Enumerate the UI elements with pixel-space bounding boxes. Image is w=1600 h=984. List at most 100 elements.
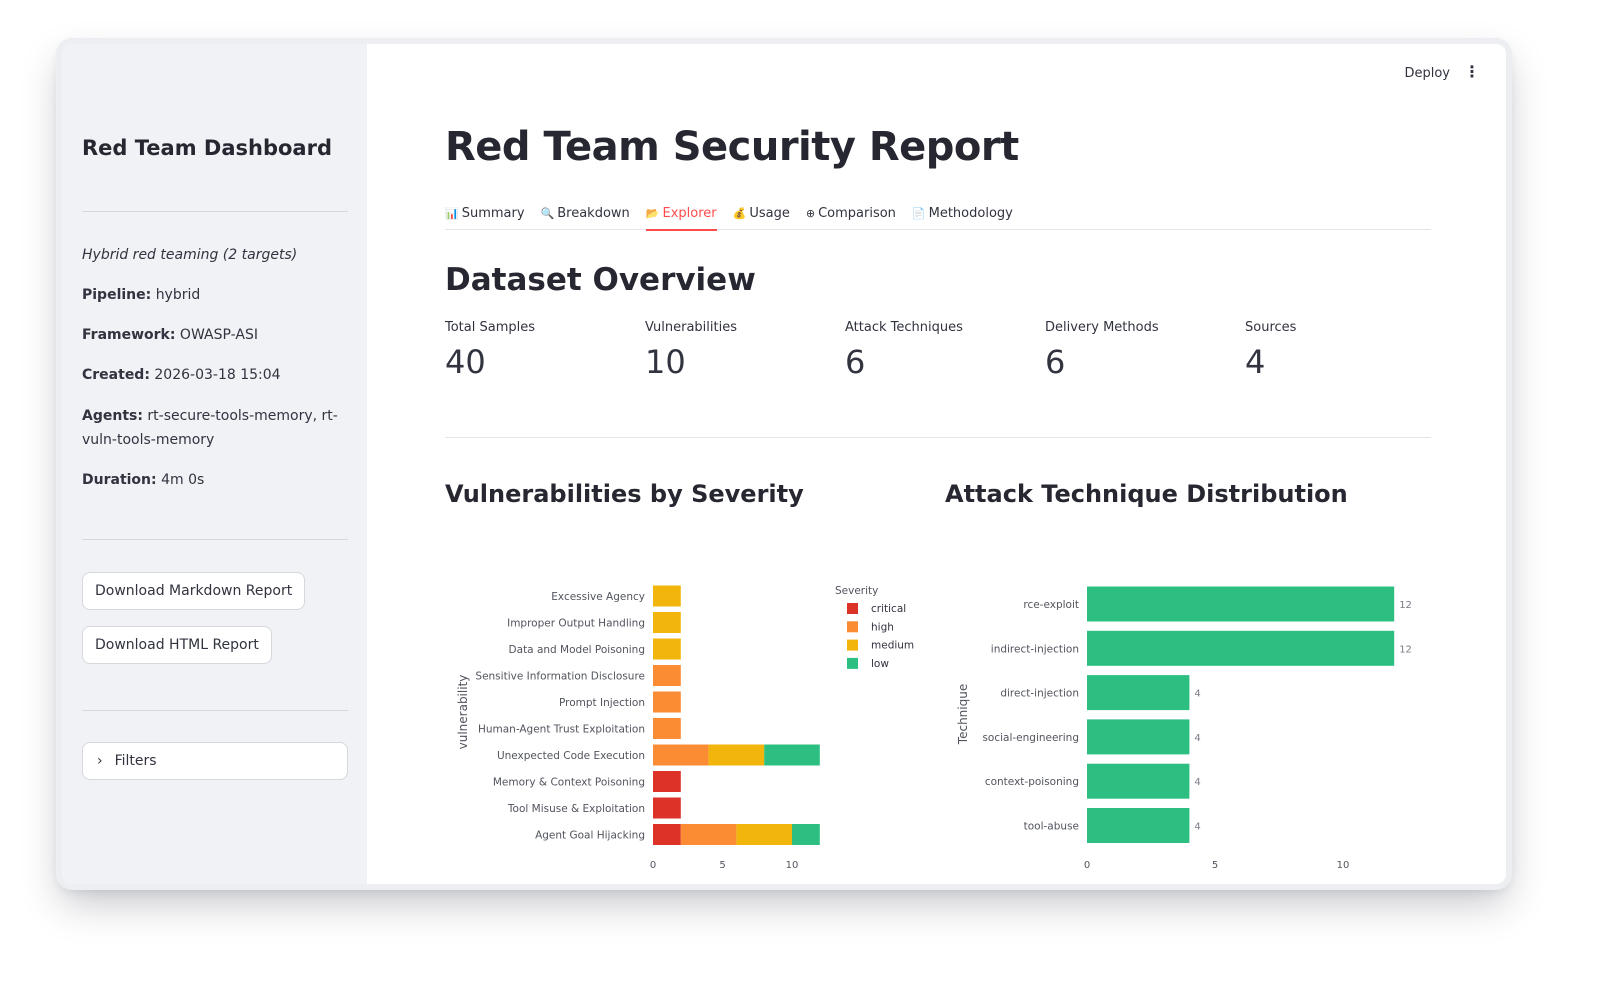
- y-tick-label: Memory & Context Poisoning: [493, 777, 645, 789]
- bar-medium: [653, 612, 681, 633]
- tab-label: Methodology: [928, 205, 1013, 221]
- y-tick-label: Prompt Injection: [559, 697, 645, 709]
- bar-value-label: 4: [1194, 822, 1200, 833]
- bar-context-poisoning: [1087, 763, 1190, 799]
- legend-swatch-low: [847, 657, 858, 669]
- field-label: Duration:: [82, 472, 157, 488]
- field-label: Created:: [82, 367, 150, 383]
- severity-chart-title: Vulnerabilities by Severity: [445, 480, 804, 508]
- y-tick-label: Tool Misuse & Exploitation: [507, 803, 645, 815]
- bar-high: [653, 665, 681, 686]
- app-window: Red Team Dashboard Hybrid red teaming (2…: [62, 44, 1506, 884]
- bar-high: [653, 744, 709, 766]
- bar-low: [792, 824, 820, 845]
- field-label: Agents:: [82, 408, 143, 424]
- download-markdown-button[interactable]: Download Markdown Report: [82, 572, 306, 610]
- metric-label: Attack Techniques: [845, 320, 963, 335]
- sidebar-subtitle: Hybrid red teaming (2 targets): [82, 247, 298, 263]
- filters-label: Filters: [114, 753, 157, 769]
- y-tick-label: Unexpected Code Execution: [497, 750, 645, 762]
- bar-direct-injection: [1087, 675, 1190, 711]
- section-title: Dataset Overview: [445, 262, 756, 298]
- x-tick-label: 10: [1337, 860, 1350, 871]
- x-tick-label: 5: [1212, 860, 1218, 871]
- field-value: OWASP-ASI: [179, 327, 258, 343]
- bar-low: [764, 744, 820, 766]
- document-icon: 📄: [911, 206, 926, 220]
- sidebar-field-created: Created: 2026-03-18 15:04: [82, 363, 352, 387]
- severity-chart: Excessive Agency Improper Output Handling…: [456, 585, 914, 884]
- sidebar-field-agents: Agents: rt-secure-tools-memory, rt-vuln-…: [82, 404, 352, 452]
- metric-sources: Sources 4: [1245, 320, 1445, 381]
- metric-value: 10: [645, 343, 686, 381]
- legend-title: Severity: [835, 585, 878, 597]
- metric-value: 4: [1245, 343, 1266, 381]
- bar-value-label: 12: [1399, 600, 1412, 611]
- y-tick-label: Agent Goal Hijacking: [535, 830, 645, 842]
- metric-vulnerabilities: Vulnerabilities 10: [645, 320, 845, 381]
- magnifier-icon: 🔍: [540, 206, 555, 220]
- metric-attack-techniques: Attack Techniques 6: [845, 320, 1045, 381]
- bar-value-label: 12: [1399, 644, 1412, 655]
- bar-high: [680, 824, 737, 845]
- y-tick-label: social-engineering: [982, 732, 1079, 744]
- x-tick-label: 0: [1084, 860, 1090, 871]
- tab-label: Comparison: [818, 205, 896, 221]
- sidebar-divider: [82, 539, 348, 540]
- legend-label-medium: medium: [871, 640, 914, 652]
- folder-icon: 📂: [645, 206, 660, 220]
- metric-value: 40: [445, 343, 486, 381]
- more-vertical-icon[interactable]: ⋮: [1464, 62, 1480, 81]
- tab-methodology[interactable]: 📄 Methodology: [912, 196, 1013, 230]
- sidebar-title: Red Team Dashboard: [82, 136, 332, 160]
- sidebar: Red Team Dashboard Hybrid red teaming (2…: [62, 44, 367, 884]
- legend-swatch-critical: [847, 603, 858, 614]
- deploy-button[interactable]: Deploy: [1404, 66, 1450, 81]
- technique-chart: rce-exploit 12 indirect-injection 12 direct-…: [956, 586, 1412, 884]
- tab-label: Summary: [461, 205, 525, 221]
- download-html-button[interactable]: Download HTML Report: [82, 626, 272, 664]
- bar-critical: [653, 824, 681, 845]
- x-tick-label: 5: [719, 860, 725, 871]
- bar-high: [653, 718, 681, 739]
- tab-usage[interactable]: 💰 Usage: [733, 196, 790, 230]
- bar-medium: [708, 744, 765, 766]
- tab-comparison[interactable]: ⊕ Comparison: [806, 196, 896, 230]
- legend-label-high: high: [871, 621, 894, 633]
- x-tick-label: 10: [786, 860, 799, 871]
- bar-rce-exploit: [1087, 586, 1395, 622]
- metric-delivery-methods: Delivery Methods 6: [1045, 320, 1245, 381]
- metric-total-samples: Total Samples 40: [445, 320, 645, 381]
- compare-icon: ⊕: [805, 206, 816, 220]
- y-tick-label: context-poisoning: [985, 776, 1079, 788]
- legend-label-critical: critical: [871, 603, 906, 615]
- bar-medium: [653, 585, 681, 607]
- legend-label-low: low: [871, 658, 889, 670]
- tab-bar: 📊 Summary 🔍 Breakdown 📂 Explorer 💰 Usage…: [445, 196, 1431, 231]
- tab-summary[interactable]: 📊 Summary: [445, 196, 525, 230]
- bar-medium: [653, 638, 681, 660]
- metric-label: Total Samples: [445, 320, 536, 335]
- field-label: Pipeline:: [82, 287, 152, 303]
- technique-chart-title: Attack Technique Distribution: [945, 480, 1348, 508]
- bar-critical: [653, 771, 681, 792]
- y-axis-label: vulnerability: [456, 675, 470, 750]
- bar-indirect-injection: [1087, 630, 1395, 666]
- field-value: 4m 0s: [161, 472, 205, 488]
- section-divider: [445, 437, 1431, 438]
- tab-breakdown[interactable]: 🔍 Breakdown: [541, 196, 630, 230]
- x-axis-label: count: [719, 883, 753, 884]
- chevron-right-icon: ›: [97, 753, 103, 769]
- field-label: Framework:: [82, 327, 176, 343]
- bar-critical: [653, 797, 681, 819]
- tab-explorer[interactable]: 📂 Explorer: [645, 196, 717, 231]
- main-content: Deploy ⋮ Red Team Security Report 📊 Summ…: [367, 44, 1506, 884]
- tab-label: Breakdown: [557, 205, 630, 221]
- page-title: Red Team Security Report: [445, 124, 1019, 170]
- sidebar-field-framework: Framework: OWASP-ASI: [82, 323, 352, 347]
- y-tick-label: Human-Agent Trust Exploitation: [478, 724, 645, 736]
- bar-high: [653, 691, 681, 713]
- y-tick-label: Improper Output Handling: [507, 618, 645, 630]
- legend-swatch-medium: [847, 639, 858, 651]
- filters-expander[interactable]: › Filters: [82, 742, 348, 780]
